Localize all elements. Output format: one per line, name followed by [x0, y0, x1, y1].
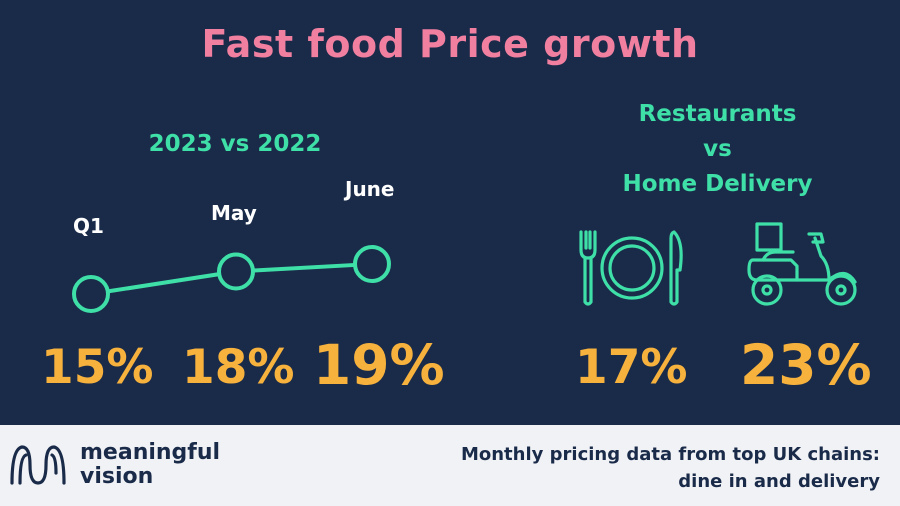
x-label-q1: Q1: [73, 214, 104, 238]
cutlery-plate-icon: [579, 230, 683, 306]
line-segment-q1-may: [107, 272, 220, 294]
brand-name: meaningful vision: [80, 441, 220, 489]
meaningful-vision-logo-icon: [10, 445, 66, 485]
line-chart: [72, 245, 391, 313]
line-chart-subtitle: 2023 vs 2022: [148, 131, 322, 157]
line-segment-may-june: [252, 262, 356, 273]
data-point-june: [353, 245, 391, 283]
data-point-may: [217, 252, 255, 291]
footer-caption: Monthly pricing data from top UK chains:…: [461, 441, 880, 495]
value-label-june: 19%: [313, 333, 445, 397]
data-point-q1: [72, 275, 110, 313]
value-label-restaurants: 17%: [575, 340, 688, 395]
value-label-home-delivery: 23%: [740, 333, 872, 397]
caption-line-1: Monthly pricing data from top UK chains:: [460, 444, 880, 465]
subtitle-line-home-delivery: Home Delivery: [622, 171, 813, 197]
x-label-may: May: [211, 201, 257, 225]
infographic-panel: [0, 0, 900, 425]
subtitle-line-restaurants: Restaurants: [638, 101, 797, 127]
caption-line-2: dine in and delivery: [678, 471, 880, 492]
brand-line-1: meaningful: [80, 440, 221, 465]
page-title: Fast food Price growth: [201, 22, 699, 66]
value-label-may: 18%: [182, 340, 295, 395]
subtitle-line-vs: vs: [703, 136, 732, 162]
comparison-subtitle: Restaurants vs Home Delivery: [600, 97, 835, 202]
brand-line-2: vision: [80, 464, 154, 489]
value-label-q1: 15%: [41, 340, 154, 395]
x-label-june: June: [345, 177, 395, 201]
scooter-delivery-icon: [747, 222, 857, 306]
footer: [0, 425, 900, 506]
